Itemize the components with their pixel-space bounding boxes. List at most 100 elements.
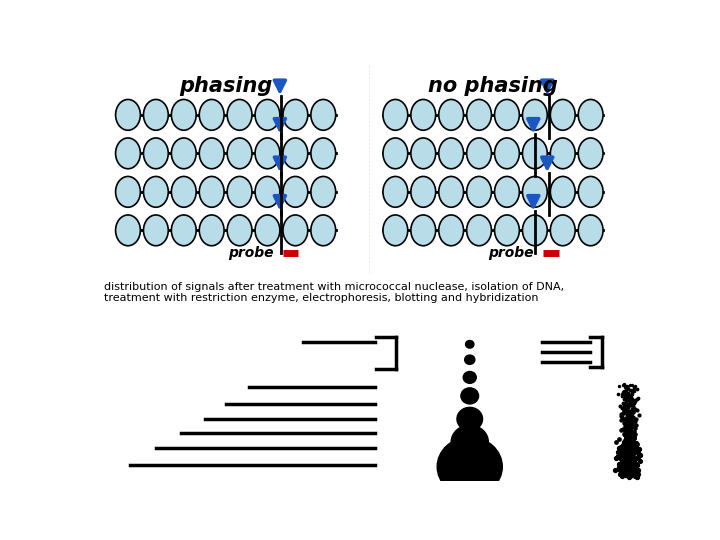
Ellipse shape (199, 177, 224, 207)
Point (623, 431, 634, 440)
Point (631, 385, 643, 394)
Point (626, 468, 637, 476)
Point (621, 446, 633, 455)
Point (616, 468, 628, 477)
Point (632, 466, 644, 475)
Point (625, 414, 636, 422)
Point (620, 461, 631, 470)
Ellipse shape (311, 215, 336, 246)
Point (628, 460, 639, 468)
Point (626, 469, 638, 477)
Point (629, 427, 640, 435)
Point (613, 460, 625, 468)
Ellipse shape (451, 425, 488, 459)
Point (629, 444, 641, 453)
Point (618, 466, 630, 475)
Point (621, 435, 632, 443)
Point (620, 462, 631, 470)
Ellipse shape (464, 355, 475, 364)
Point (627, 408, 639, 417)
Point (624, 469, 636, 477)
Point (625, 423, 636, 432)
Point (618, 380, 630, 389)
Point (624, 424, 635, 433)
Point (620, 390, 631, 399)
Point (619, 438, 631, 447)
Point (627, 438, 639, 447)
Point (620, 465, 631, 474)
Ellipse shape (523, 177, 547, 207)
Point (623, 437, 634, 445)
Point (613, 382, 625, 390)
Point (621, 458, 632, 467)
Point (625, 444, 636, 453)
Point (623, 442, 634, 450)
Point (622, 437, 634, 446)
Point (628, 448, 639, 456)
Point (631, 406, 642, 415)
Point (611, 454, 622, 463)
Point (630, 397, 642, 406)
Point (619, 466, 631, 475)
Point (619, 387, 631, 395)
Point (626, 388, 638, 396)
Point (618, 409, 629, 417)
Point (621, 434, 633, 443)
Point (625, 456, 636, 464)
Point (626, 467, 638, 475)
Point (623, 457, 634, 465)
Point (615, 402, 626, 410)
Point (621, 384, 633, 393)
Point (616, 457, 627, 465)
Point (622, 441, 634, 450)
Point (626, 380, 638, 389)
Point (624, 432, 636, 441)
Point (624, 430, 635, 438)
Point (624, 436, 635, 445)
Ellipse shape (578, 177, 603, 207)
Point (629, 464, 640, 473)
Point (622, 441, 634, 449)
Point (616, 426, 627, 434)
Point (613, 464, 625, 473)
Point (624, 449, 635, 457)
Point (631, 440, 643, 449)
Point (629, 440, 641, 449)
Point (629, 382, 641, 390)
Point (624, 425, 636, 434)
Point (613, 448, 624, 457)
Point (621, 443, 632, 451)
Point (626, 417, 637, 426)
Point (626, 391, 637, 400)
Ellipse shape (467, 138, 492, 168)
Point (624, 426, 635, 435)
Point (617, 447, 629, 455)
Point (626, 447, 637, 455)
Point (620, 464, 631, 473)
Point (624, 472, 635, 481)
Ellipse shape (578, 138, 603, 168)
Point (619, 392, 631, 400)
Ellipse shape (463, 372, 476, 383)
Point (624, 381, 636, 389)
Point (626, 455, 637, 464)
Point (618, 450, 629, 458)
Point (622, 390, 634, 399)
Point (624, 407, 635, 415)
Ellipse shape (411, 215, 436, 246)
Ellipse shape (437, 437, 503, 496)
Point (630, 468, 642, 476)
Point (620, 404, 631, 413)
Point (616, 413, 628, 421)
Point (628, 422, 639, 431)
Point (623, 449, 634, 457)
Ellipse shape (523, 138, 547, 168)
Point (619, 462, 631, 471)
Ellipse shape (550, 177, 575, 207)
Point (634, 457, 646, 465)
Point (626, 439, 637, 448)
Point (614, 470, 626, 478)
Point (617, 467, 629, 475)
Ellipse shape (199, 138, 224, 168)
Point (624, 444, 636, 453)
